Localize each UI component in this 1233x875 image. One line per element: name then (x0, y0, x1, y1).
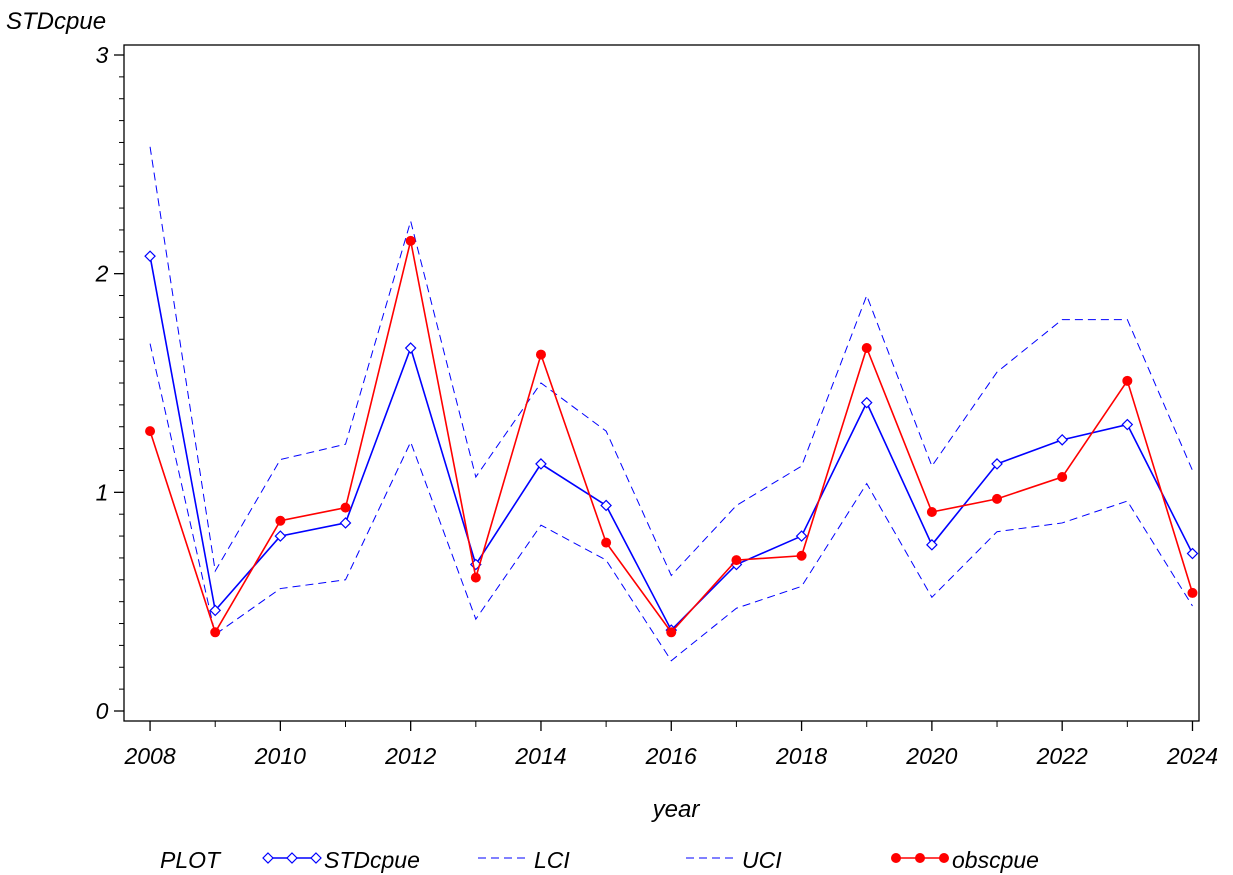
stdcpue-point (1121, 418, 1134, 431)
legend-title: PLOT (160, 847, 222, 873)
stdcpue-point (274, 530, 287, 542)
series-uci (149, 146, 1193, 577)
legend-marker (915, 853, 925, 863)
tick-labels: 0 1 2 3 2008 2010 2012 2014 2016 2018 2020 2022 2024 (95, 42, 1218, 769)
obscpue-point (275, 515, 286, 526)
y-tick-label: 2 (95, 261, 109, 287)
obscpue-point (1122, 375, 1133, 386)
y-tick-label: 1 (96, 479, 109, 505)
legend-marker (310, 852, 322, 864)
stdcpue-line (149, 256, 1194, 632)
legend-marker (891, 853, 901, 863)
stdcpue-point (795, 530, 808, 542)
stdcpue-point (860, 396, 873, 409)
y-tick-label: 0 (96, 698, 109, 724)
legend-marker (286, 852, 298, 864)
legend-label: obscpue (952, 847, 1039, 873)
obscpue-point (340, 502, 351, 513)
stdcpue-point (600, 499, 612, 512)
obscpue-point (666, 627, 677, 638)
y-tick-label: 3 (96, 42, 109, 68)
x-tick-label: 2022 (1036, 743, 1088, 769)
x-tick-label: 2020 (905, 743, 957, 769)
series-layer (144, 146, 1199, 662)
x-tick-label: 2008 (123, 743, 175, 769)
stdcpue-point (991, 458, 1003, 470)
legend-entry-stdcpue: STDcpue (262, 847, 420, 873)
series-obscpue (145, 235, 1198, 638)
x-tick-label: 2016 (645, 743, 697, 769)
stdcpue-point (339, 517, 352, 529)
obscpue-point (926, 507, 937, 518)
x-tick-label: 2018 (775, 743, 827, 769)
legend-marker (262, 852, 274, 864)
legend-entry-lci: LCI (478, 847, 570, 873)
x-axis-title: year (651, 796, 701, 823)
legend-label: UCI (742, 847, 782, 873)
stdcpue-point (404, 342, 417, 354)
x-tick-label: 2012 (384, 743, 436, 769)
stdcpue-point (535, 458, 547, 470)
obscpue-point (210, 627, 221, 638)
obscpue-point (145, 426, 156, 437)
obscpue-point (470, 572, 481, 583)
legend: PLOT STDcpue LCI UCI obscpue (160, 847, 1039, 873)
obscpue-point (405, 235, 416, 246)
stdcpue-point (144, 250, 156, 263)
axis-ticks (114, 54, 1194, 731)
stdcpue-point (1056, 434, 1069, 446)
x-tick-label: 2010 (254, 743, 306, 769)
obscpue-point (535, 349, 546, 360)
legend-entry-obscpue: obscpue (891, 847, 1039, 873)
y-axis-title: STDcpue (6, 8, 106, 35)
x-tick-label: 2024 (1166, 743, 1218, 769)
obscpue-point (1187, 587, 1198, 598)
uci-line (149, 146, 1193, 577)
obscpue-point (861, 343, 872, 354)
obscpue-point (731, 555, 742, 566)
obscpue-point (601, 537, 612, 548)
obscpue-point (1057, 472, 1068, 483)
legend-label: STDcpue (324, 847, 420, 873)
obscpue-line (149, 240, 1194, 635)
lci-line (149, 343, 1193, 662)
obscpue-point (796, 550, 807, 561)
x-tick-label: 2014 (514, 743, 566, 769)
series-lci (149, 343, 1193, 662)
stdcpue-point (1186, 547, 1199, 560)
legend-label: LCI (534, 847, 570, 873)
series-stdcpue (144, 250, 1199, 636)
legend-entry-uci: UCI (686, 847, 782, 873)
stdcpue-point (209, 604, 222, 617)
obscpue-point (992, 493, 1003, 504)
legend-marker (939, 853, 949, 863)
legend-entries: STDcpue LCI UCI obscpue (262, 847, 1039, 873)
stdcpue-point (926, 538, 938, 551)
